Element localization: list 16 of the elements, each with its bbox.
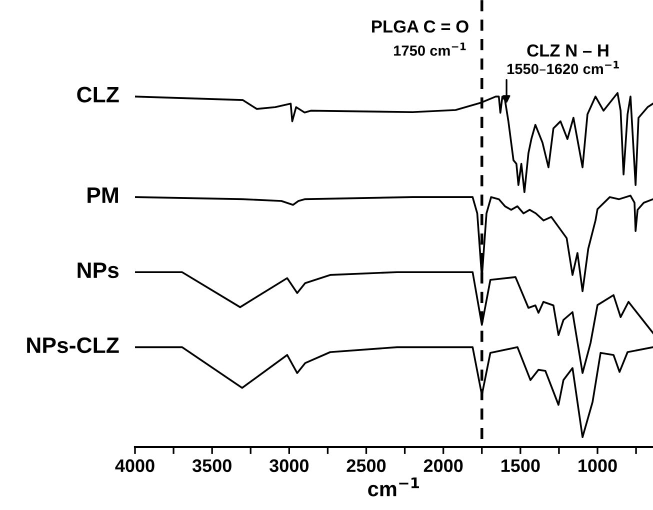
x-tick-label: 3500 [192, 459, 232, 472]
x-tick-label: 1500 [501, 459, 540, 472]
text: CLZ N – H [527, 44, 608, 57]
x-tick-label: 4000 [115, 459, 154, 472]
series-label: NPs [78, 262, 119, 278]
x-axis-title: cm$^{−1}$ [368, 478, 420, 496]
series-label: NPs-CLZ [27, 337, 119, 354]
x-tick-label: 3000 [270, 459, 309, 472]
text: PLGA C = O [372, 20, 468, 33]
text: 1750 cm$^{−1}$ [394, 42, 466, 56]
x-tick-label: 1000 [578, 459, 617, 472]
series-label: PM [88, 188, 118, 203]
x-tick-label: 2000 [424, 459, 463, 472]
x-tick-label: 2500 [346, 459, 386, 472]
series-label: CLZ [77, 86, 119, 103]
annotation: 1550–1620 cm$^{−1}$ [507, 60, 619, 74]
